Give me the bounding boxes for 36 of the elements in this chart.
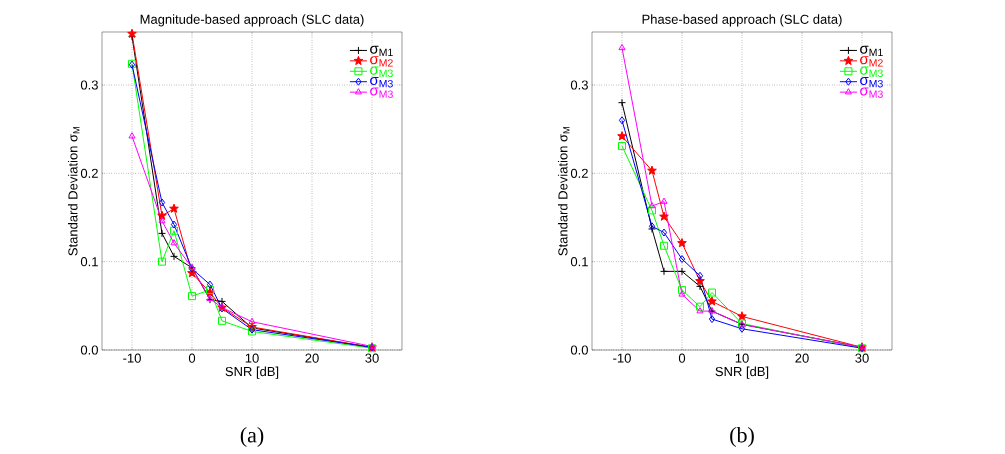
y-tick-label: 0.3 bbox=[80, 80, 98, 90]
legend-label: σ$_{M1}$ bbox=[860, 45, 883, 56]
legend-label: σ$_{M3}$ bbox=[860, 66, 883, 77]
x-tick-label: -10 bbox=[613, 353, 631, 363]
legend-label: σ$_{M3}$ bbox=[370, 66, 393, 77]
x-tick-label: 20 bbox=[795, 353, 809, 363]
x-tick-label: 10 bbox=[245, 353, 259, 363]
chart-title: Phase-based approach (SLC data) bbox=[642, 14, 842, 27]
text: (a) bbox=[240, 427, 264, 447]
y-tick-label: 0.3 bbox=[570, 80, 588, 90]
legend-label: σ$_{M3}$ bbox=[860, 87, 883, 98]
legend-label: σ$_{M3}$ bbox=[370, 87, 393, 98]
legend-label: σ$_{M3}$ bbox=[370, 77, 393, 88]
y-tick-label: 0.0 bbox=[570, 345, 588, 355]
y-axis-title: Standard Deviation σ$_{M}$ bbox=[557, 127, 570, 256]
y-tick-label: 0.0 bbox=[80, 345, 98, 355]
x-tick-label: 30 bbox=[365, 353, 379, 363]
legend-label: σ$_{M2}$ bbox=[860, 56, 883, 67]
x-tick-label: 30 bbox=[855, 353, 869, 363]
x-tick-label: 20 bbox=[305, 353, 319, 363]
legend-label: σ$_{M3}$ bbox=[860, 77, 883, 88]
y-tick-label: 0.2 bbox=[570, 168, 588, 178]
y-tick-label: 0.1 bbox=[80, 257, 98, 267]
y-tick-label: 0.1 bbox=[570, 257, 588, 267]
x-axis-title: SNR [dB] bbox=[715, 366, 769, 379]
legend-label: σ$_{M1}$ bbox=[370, 45, 393, 56]
x-axis-title: SNR [dB] bbox=[225, 366, 279, 379]
chart-title: Magnitude-based approach (SLC data) bbox=[140, 14, 364, 27]
text: (b) bbox=[730, 427, 754, 447]
y-axis-title: Standard Deviation σ$_{M}$ bbox=[67, 127, 80, 256]
x-tick-label: 0 bbox=[188, 353, 196, 363]
x-tick-label: 10 bbox=[735, 353, 749, 363]
x-tick-label: -10 bbox=[123, 353, 141, 363]
x-tick-label: 0 bbox=[678, 353, 686, 363]
y-tick-label: 0.2 bbox=[80, 168, 98, 178]
legend-label: σ$_{M2}$ bbox=[370, 56, 393, 67]
